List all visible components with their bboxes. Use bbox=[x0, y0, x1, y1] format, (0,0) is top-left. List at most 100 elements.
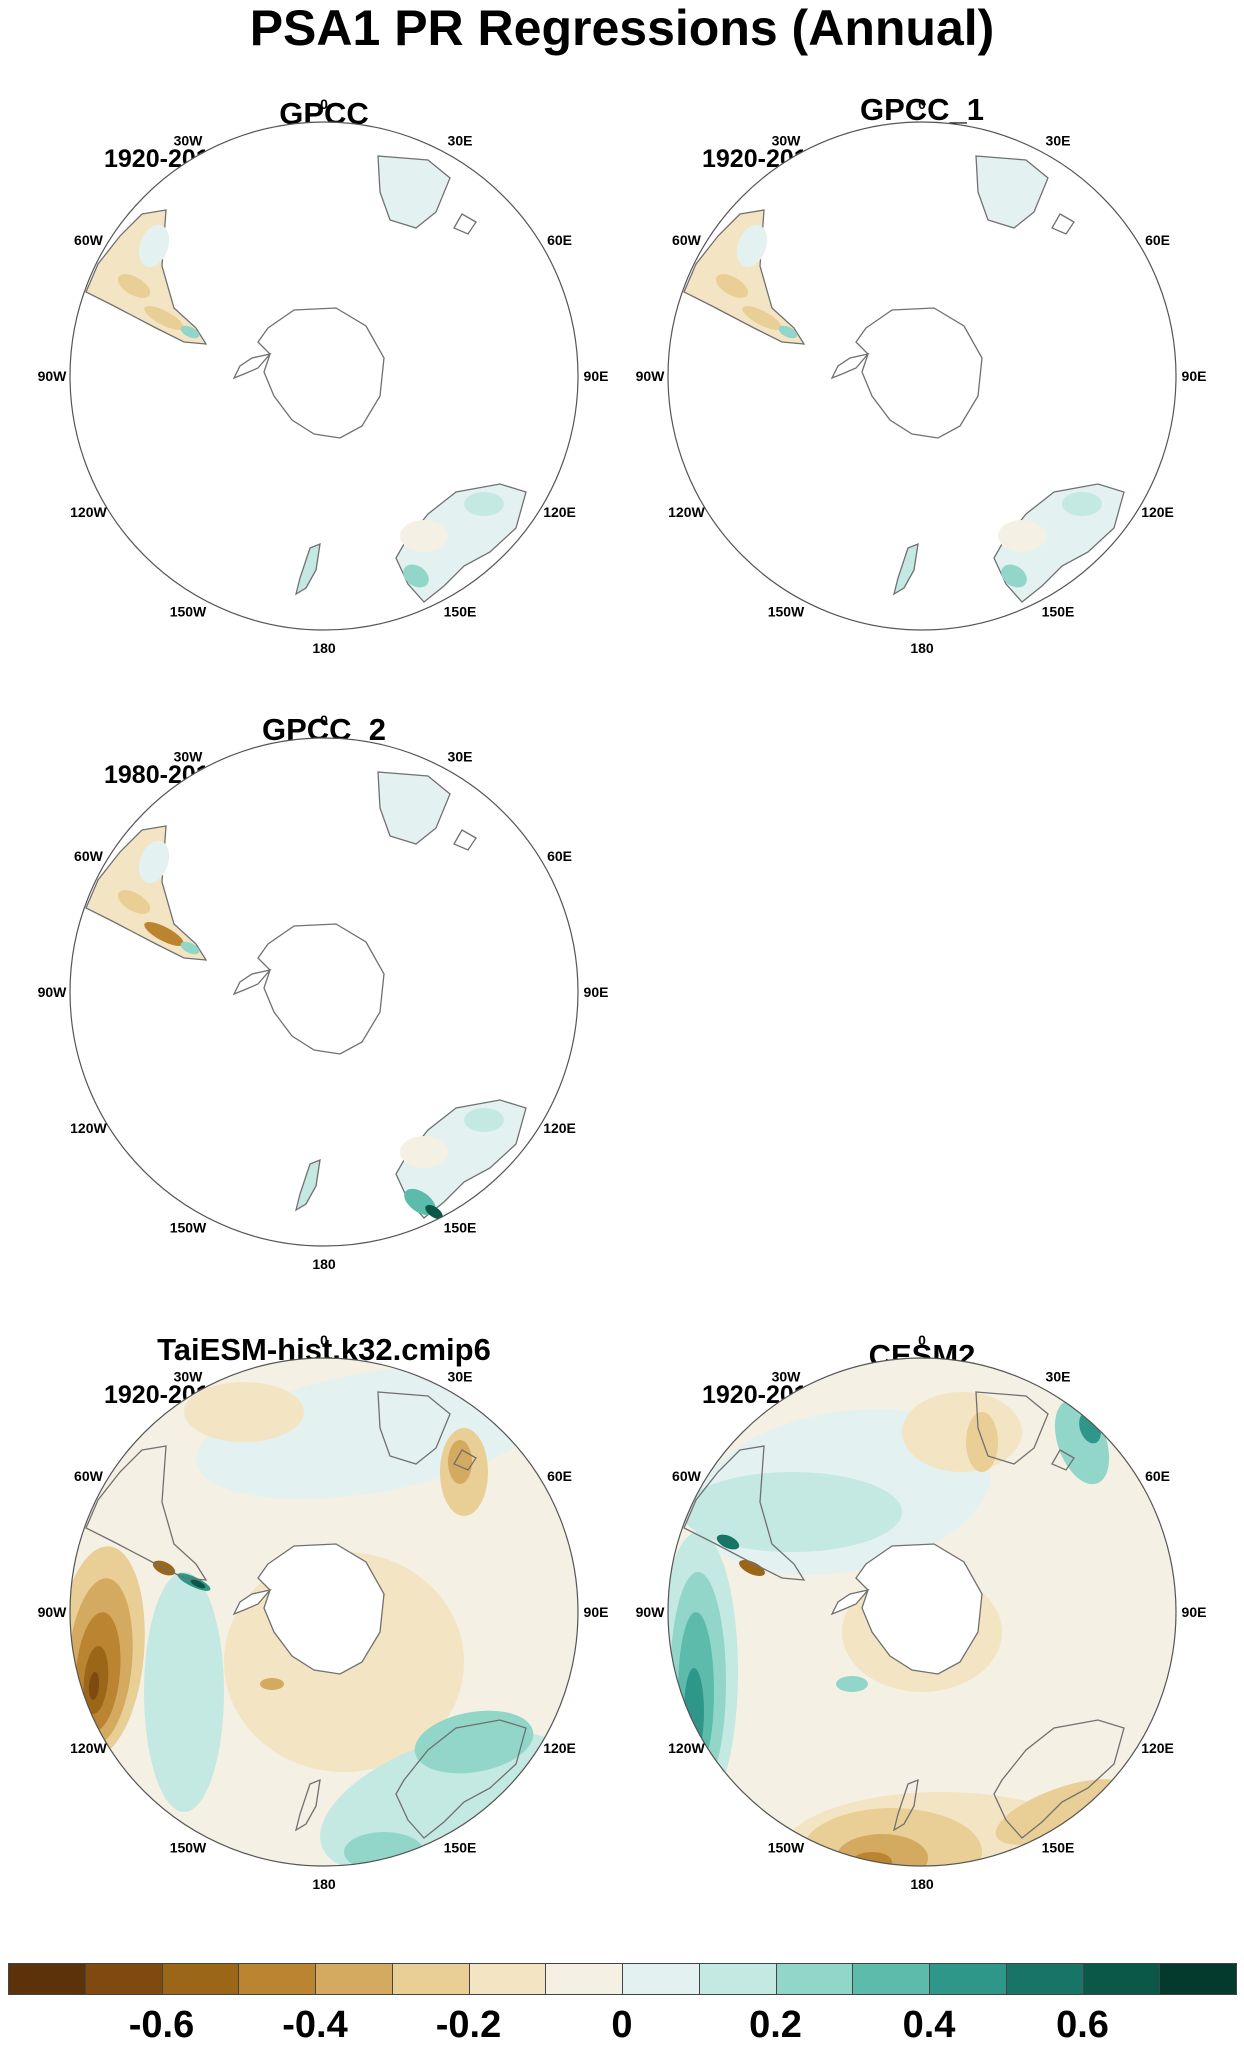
longitude-label: 0 bbox=[320, 1332, 328, 1348]
colorbar-box bbox=[698, 1963, 777, 1995]
colorbar-box bbox=[1005, 1963, 1084, 1995]
contour-region bbox=[400, 520, 448, 552]
coastline bbox=[85, 209, 208, 345]
coastline bbox=[85, 1445, 208, 1581]
longitude-label: 30W bbox=[772, 132, 802, 148]
longitude-label: 60W bbox=[74, 848, 104, 864]
contour-region bbox=[334, 1268, 346, 1276]
longitude-label: 60E bbox=[1145, 232, 1170, 248]
longitude-label: 60E bbox=[547, 1468, 572, 1484]
longitude-label: 0 bbox=[918, 96, 926, 112]
longitude-label: 90W bbox=[38, 368, 68, 384]
longitude-label: 120E bbox=[1141, 1740, 1174, 1756]
longitude-label: 30E bbox=[1046, 132, 1071, 148]
longitude-label: 30W bbox=[174, 1368, 204, 1384]
contour-region bbox=[682, 1472, 902, 1552]
longitude-label: 60E bbox=[547, 232, 572, 248]
longitude-label: 120W bbox=[70, 1740, 107, 1756]
longitude-label: 30E bbox=[448, 748, 473, 764]
contour-region bbox=[344, 1832, 424, 1866]
contour-region bbox=[144, 305, 184, 331]
coastline bbox=[892, 1778, 919, 1832]
longitude-label: 150W bbox=[170, 604, 207, 620]
longitude-label: 90E bbox=[584, 1604, 609, 1620]
colorbar-box bbox=[468, 1963, 547, 1995]
longitude-label: 90E bbox=[584, 984, 609, 1000]
coastline bbox=[294, 542, 321, 596]
colorbar-box bbox=[161, 1963, 240, 1995]
coastline bbox=[453, 829, 477, 851]
coastline bbox=[431, 609, 443, 623]
coastline bbox=[1051, 1449, 1075, 1471]
coastline bbox=[377, 155, 451, 229]
longitude-label: 0 bbox=[320, 96, 328, 112]
colorbar-tick-label: -0.6 bbox=[128, 2004, 195, 2046]
contour-region bbox=[995, 1779, 1129, 1845]
colorbar bbox=[8, 1963, 1237, 1997]
longitude-label: 90W bbox=[636, 368, 666, 384]
colorbar-box bbox=[1082, 1963, 1161, 1995]
coastline bbox=[993, 1719, 1125, 1839]
coastline bbox=[294, 1158, 321, 1212]
panel-cesm2: CESM2 1920-2014 0 30E 60E 90E 120E 150E 180 150… bbox=[636, 1332, 1207, 1898]
contour-region bbox=[334, 652, 346, 660]
coastline bbox=[892, 542, 919, 596]
longitude-label: 120E bbox=[543, 1740, 576, 1756]
longitude-label: 30W bbox=[772, 1368, 802, 1384]
contour-region bbox=[260, 1678, 284, 1690]
contour-region bbox=[716, 1534, 740, 1550]
longitude-label: 150W bbox=[768, 1840, 805, 1856]
polar-map: 0 30E 60E 90E 120E 150E 180 150W 120W 90W 60W 30W bbox=[38, 1332, 609, 1892]
longitude-label: 60W bbox=[672, 232, 702, 248]
colorbar-tick-label: 0.6 bbox=[1056, 2004, 1109, 2046]
coastline bbox=[453, 213, 477, 235]
contour-region bbox=[739, 1559, 765, 1577]
polar-map: 0 30E 60E 90E 120E 150E 180 150W 120W 90W 60W 30W bbox=[636, 96, 1207, 656]
map-boundary bbox=[69, 737, 579, 1247]
contour-region bbox=[138, 840, 170, 884]
contour-region bbox=[138, 224, 170, 268]
coastline bbox=[377, 1391, 451, 1465]
longitude-label: 150W bbox=[170, 1840, 207, 1856]
longitude-label: 120W bbox=[70, 1120, 107, 1136]
polar-map: 0 30E 60E 90E 120E 150E 180 150W 120W 90W 60W 30W bbox=[38, 96, 609, 656]
coastline bbox=[855, 307, 983, 439]
panel-title: GPCC_1 bbox=[859, 92, 985, 127]
longitude-label: 30W bbox=[174, 132, 204, 148]
longitude-label: 90E bbox=[584, 368, 609, 384]
contour-region bbox=[1062, 492, 1102, 516]
contour-region bbox=[932, 652, 944, 660]
longitude-label: 30E bbox=[448, 132, 473, 148]
map-boundary bbox=[69, 1357, 579, 1867]
longitude-label: 150E bbox=[444, 1840, 477, 1856]
longitude-label: 90W bbox=[38, 984, 68, 1000]
coastline bbox=[855, 1543, 983, 1675]
contour-region bbox=[88, 1672, 100, 1700]
longitude-label: 120W bbox=[70, 504, 107, 520]
colorbar-box bbox=[622, 1963, 700, 1995]
coastline bbox=[232, 968, 272, 996]
contour-region bbox=[117, 274, 151, 298]
contour-region bbox=[464, 1108, 504, 1132]
longitude-label: 60W bbox=[74, 232, 104, 248]
contour-region bbox=[180, 325, 200, 339]
colorbar-tick-label: 0.4 bbox=[902, 2004, 956, 2046]
contour-region bbox=[852, 1852, 892, 1866]
coastline bbox=[257, 923, 385, 1055]
coastline bbox=[975, 155, 1049, 229]
longitude-label: 150E bbox=[1042, 1840, 1075, 1856]
contour-region bbox=[190, 1579, 206, 1589]
longitude-label: 90E bbox=[1182, 1604, 1207, 1620]
longitude-label: 120E bbox=[543, 504, 576, 520]
longitude-label: 150E bbox=[444, 1220, 477, 1236]
coastline bbox=[1051, 213, 1075, 235]
coastline bbox=[975, 1391, 1049, 1465]
colorbar-box bbox=[775, 1963, 854, 1995]
coastline bbox=[232, 352, 272, 380]
coastline bbox=[683, 1445, 806, 1581]
coastline bbox=[431, 1225, 443, 1239]
map-boundary bbox=[69, 121, 579, 631]
contour-region bbox=[184, 1382, 304, 1442]
colorbar-tick-label: -0.4 bbox=[282, 2004, 348, 2046]
contour-region bbox=[400, 1136, 448, 1168]
